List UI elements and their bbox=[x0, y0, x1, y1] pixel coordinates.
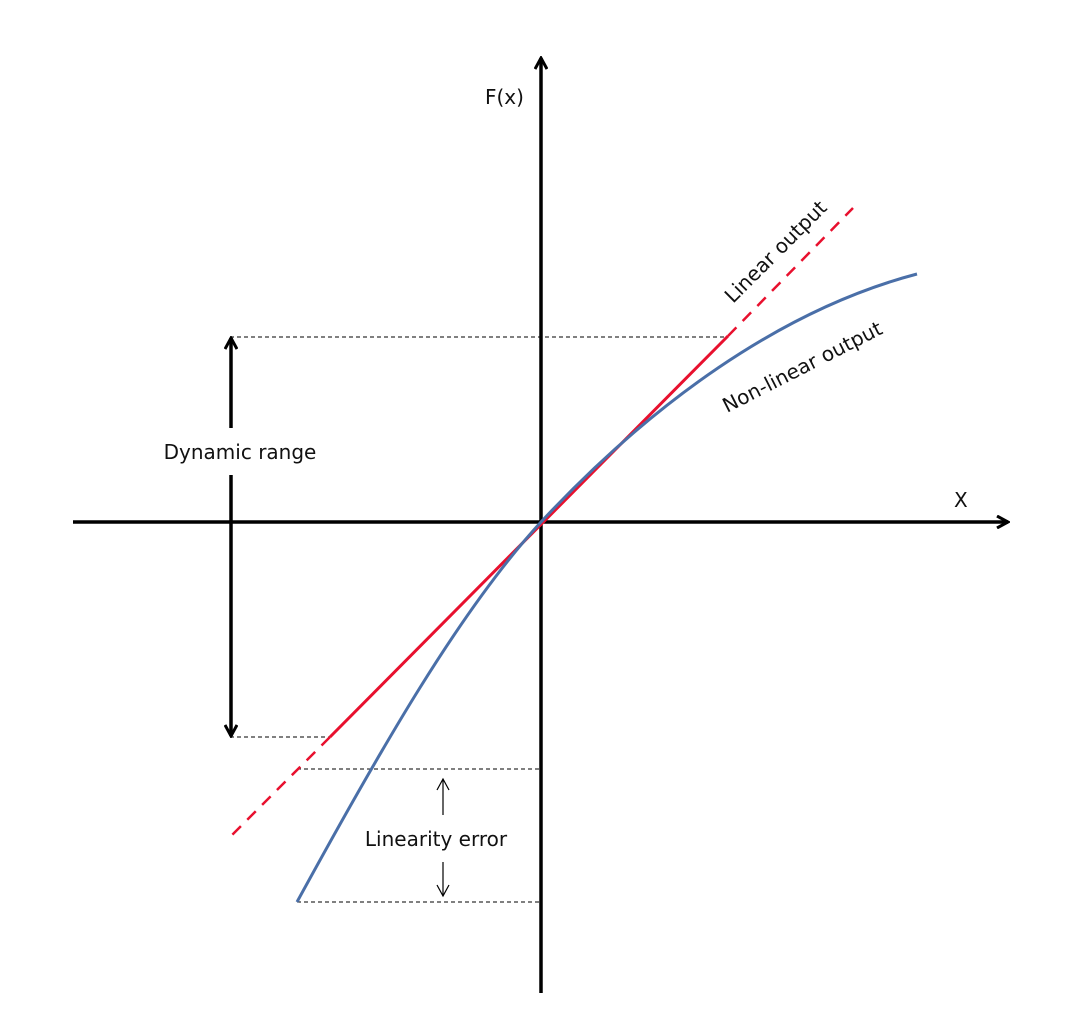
nonlinear-output-label: Non-linear output bbox=[718, 316, 886, 417]
linear-output-label: Linear output bbox=[720, 195, 832, 307]
y-axis-label: F(x) bbox=[485, 85, 524, 109]
linearity-error-label: Linearity error bbox=[365, 827, 508, 851]
x-axis-label: X bbox=[954, 488, 968, 512]
nonlinear-output-curve bbox=[295, 272, 918, 903]
linear-output-dashed-lower bbox=[229, 736, 331, 838]
dynamic-range-label: Dynamic range bbox=[164, 440, 317, 464]
linear-output-dashed-upper bbox=[727, 207, 854, 337]
guide-lines bbox=[230, 336, 728, 903]
